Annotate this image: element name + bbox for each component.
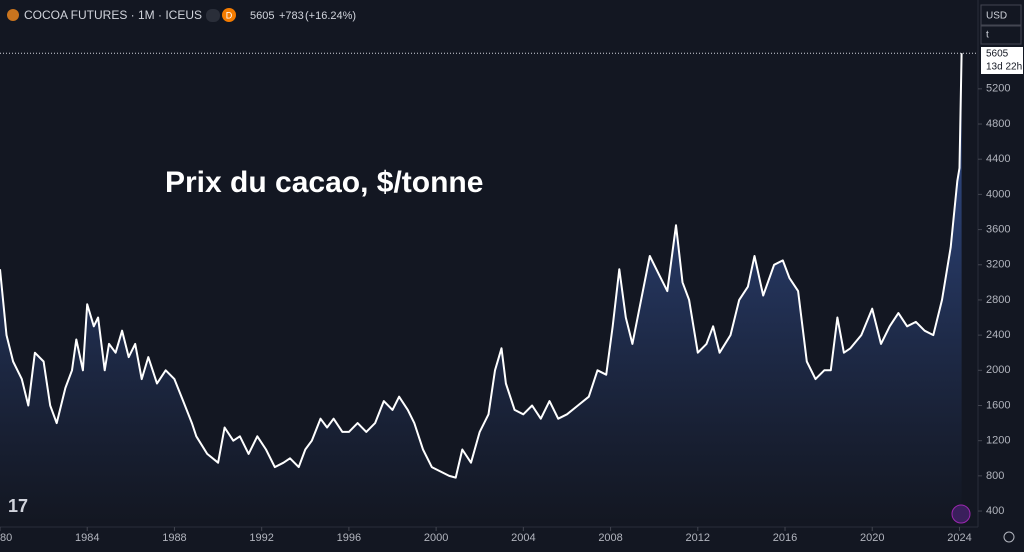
change: +783 <box>279 10 304 22</box>
x-tick-label: 1980 <box>0 532 12 544</box>
price-tag <box>981 47 1023 74</box>
price-tag-value: 5605 <box>986 49 1009 60</box>
last-price: 5605 <box>250 10 274 22</box>
x-tick-label: 2024 <box>947 532 971 544</box>
badge-text: D <box>226 10 233 20</box>
currency-button[interactable] <box>980 4 1022 26</box>
symbol-icon <box>7 9 19 21</box>
y-tick-label: 1600 <box>986 399 1010 411</box>
symbol-title: COCOA FUTURES · 1M · ICEUS <box>24 8 202 22</box>
x-tick-label: 2020 <box>860 532 884 544</box>
y-tick-label: 2400 <box>986 329 1010 341</box>
y-tick-label: 800 <box>986 470 1004 482</box>
y-tick-label: 3200 <box>986 259 1010 271</box>
y-tick-label: 4000 <box>986 188 1010 200</box>
x-tick-label: 2012 <box>686 532 710 544</box>
y-tick-label: 400 <box>986 505 1004 517</box>
y-tick-label: 3600 <box>986 223 1010 235</box>
y-tick-label: 4400 <box>986 153 1010 165</box>
x-tick-label: 2000 <box>424 532 448 544</box>
x-tick-label: 1988 <box>162 532 186 544</box>
unit-button[interactable] <box>980 25 1022 45</box>
y-tick-label: 5200 <box>986 83 1010 95</box>
y-tick-label: 2800 <box>986 294 1010 306</box>
line <box>0 53 963 479</box>
x-tick-label: 2004 <box>511 532 535 544</box>
toggle[interactable] <box>206 9 220 22</box>
y-tick-label: 1200 <box>986 435 1010 447</box>
area <box>0 53 962 523</box>
x-tick-label: 1996 <box>337 532 361 544</box>
badge <box>222 8 236 22</box>
unit: t <box>986 30 989 41</box>
chart-title: Prix du cacao, $/tonne <box>165 166 483 199</box>
settings-button[interactable] <box>1003 531 1015 543</box>
lightning-button[interactable] <box>951 504 971 524</box>
x-tick-label: 2016 <box>773 532 797 544</box>
y-tick-label: 4800 <box>986 118 1010 130</box>
x-tick-label: 1992 <box>249 532 273 544</box>
x-tick-label: 2008 <box>598 532 622 544</box>
y-tick-label: 2000 <box>986 364 1010 376</box>
currency: USD <box>986 11 1007 22</box>
x-tick-label: 1984 <box>75 532 99 544</box>
countdown: 13d 22h <box>986 62 1022 73</box>
logo: 17 <box>8 496 28 516</box>
change-pct: (+16.24%) <box>305 10 356 22</box>
